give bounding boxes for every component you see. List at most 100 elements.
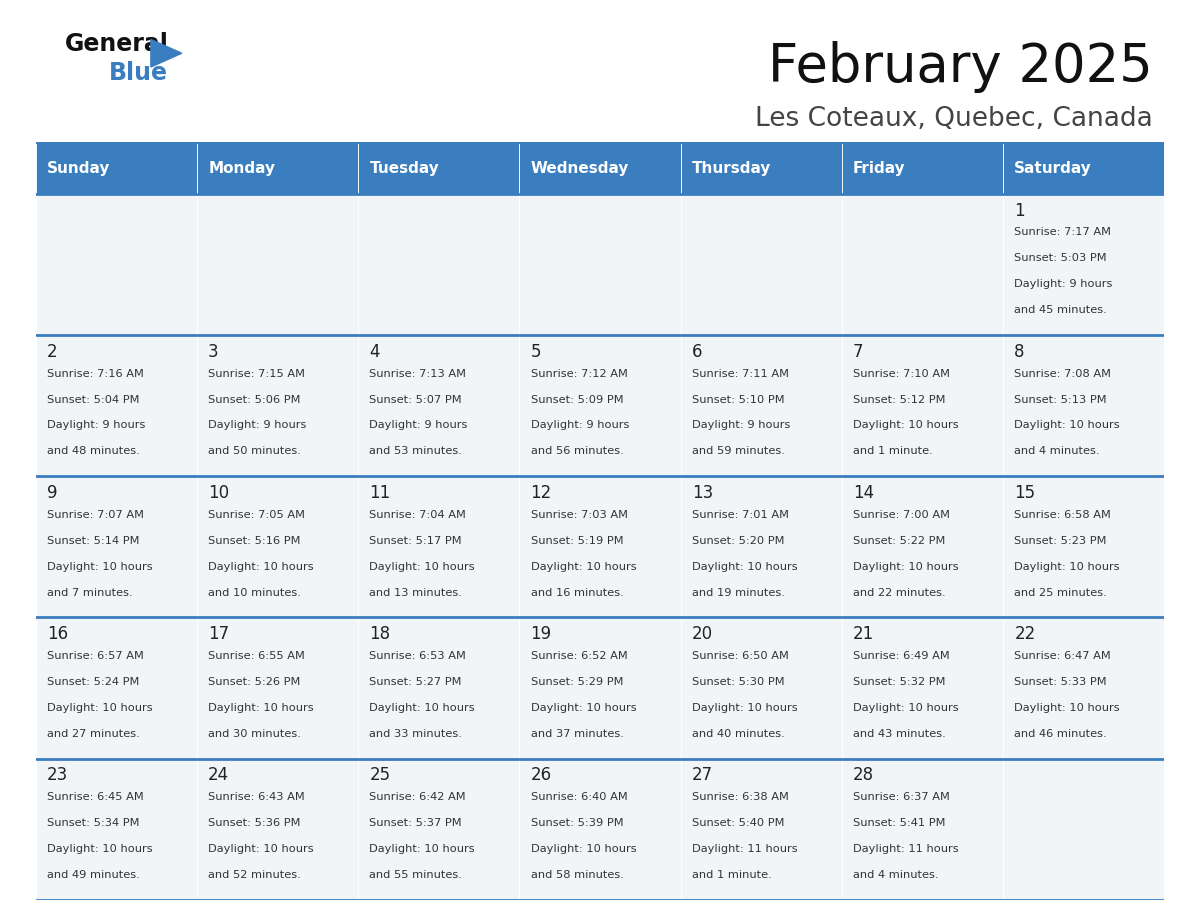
Text: Daylight: 10 hours: Daylight: 10 hours — [1015, 562, 1120, 572]
Text: Daylight: 10 hours: Daylight: 10 hours — [369, 844, 475, 854]
Text: and 55 minutes.: and 55 minutes. — [369, 869, 462, 879]
Bar — [519, 194, 681, 335]
Bar — [36, 194, 197, 335]
Text: Sunrise: 7:00 AM: Sunrise: 7:00 AM — [853, 509, 950, 520]
Text: Daylight: 10 hours: Daylight: 10 hours — [853, 562, 959, 572]
Text: 28: 28 — [853, 766, 874, 784]
Text: Sunset: 5:40 PM: Sunset: 5:40 PM — [691, 818, 784, 828]
Text: 2: 2 — [48, 342, 57, 361]
Text: and 40 minutes.: and 40 minutes. — [691, 729, 784, 739]
Text: and 16 minutes.: and 16 minutes. — [531, 588, 624, 598]
Text: Sunrise: 6:37 AM: Sunrise: 6:37 AM — [853, 792, 950, 802]
Text: Daylight: 9 hours: Daylight: 9 hours — [1015, 279, 1113, 289]
Text: Sunset: 5:07 PM: Sunset: 5:07 PM — [369, 395, 462, 405]
Text: Daylight: 10 hours: Daylight: 10 hours — [691, 562, 797, 572]
Bar — [842, 618, 1003, 758]
Text: Sunset: 5:23 PM: Sunset: 5:23 PM — [1015, 536, 1107, 545]
Text: and 53 minutes.: and 53 minutes. — [369, 446, 462, 456]
Text: and 49 minutes.: and 49 minutes. — [48, 869, 140, 879]
Text: Daylight: 10 hours: Daylight: 10 hours — [208, 844, 314, 854]
Text: Daylight: 10 hours: Daylight: 10 hours — [48, 844, 152, 854]
Text: Sunrise: 6:49 AM: Sunrise: 6:49 AM — [853, 651, 950, 661]
Text: Sunset: 5:19 PM: Sunset: 5:19 PM — [531, 536, 624, 545]
Text: Daylight: 9 hours: Daylight: 9 hours — [531, 420, 628, 431]
Text: Sunset: 5:03 PM: Sunset: 5:03 PM — [1015, 253, 1107, 263]
Text: Sunrise: 7:15 AM: Sunrise: 7:15 AM — [208, 369, 305, 378]
Bar — [519, 142, 681, 194]
Text: Sunset: 5:22 PM: Sunset: 5:22 PM — [853, 536, 946, 545]
Bar — [197, 618, 358, 758]
Text: Sunrise: 7:03 AM: Sunrise: 7:03 AM — [531, 509, 627, 520]
Text: 17: 17 — [208, 625, 229, 643]
Text: and 37 minutes.: and 37 minutes. — [531, 729, 624, 739]
Text: and 59 minutes.: and 59 minutes. — [691, 446, 785, 456]
Text: Saturday: Saturday — [1015, 161, 1092, 175]
Text: Sunrise: 6:40 AM: Sunrise: 6:40 AM — [531, 792, 627, 802]
Text: Sunset: 5:04 PM: Sunset: 5:04 PM — [48, 395, 139, 405]
Text: Sunset: 5:24 PM: Sunset: 5:24 PM — [48, 677, 139, 687]
Text: and 52 minutes.: and 52 minutes. — [208, 869, 301, 879]
Text: Daylight: 11 hours: Daylight: 11 hours — [853, 844, 959, 854]
Text: Daylight: 10 hours: Daylight: 10 hours — [853, 702, 959, 712]
Text: Daylight: 10 hours: Daylight: 10 hours — [369, 562, 475, 572]
Text: 19: 19 — [531, 625, 551, 643]
Text: 3: 3 — [208, 342, 219, 361]
Text: 6: 6 — [691, 342, 702, 361]
Text: Sunset: 5:33 PM: Sunset: 5:33 PM — [1015, 677, 1107, 687]
Text: and 43 minutes.: and 43 minutes. — [853, 729, 946, 739]
Bar — [519, 758, 681, 900]
Text: February 2025: February 2025 — [767, 41, 1152, 94]
Bar — [1003, 758, 1164, 900]
Text: Daylight: 10 hours: Daylight: 10 hours — [369, 702, 475, 712]
Text: and 25 minutes.: and 25 minutes. — [1015, 588, 1107, 598]
Bar — [36, 142, 197, 194]
Text: Daylight: 10 hours: Daylight: 10 hours — [48, 562, 152, 572]
Bar — [358, 194, 519, 335]
Text: Sunrise: 7:17 AM: Sunrise: 7:17 AM — [1015, 228, 1111, 238]
Text: and 45 minutes.: and 45 minutes. — [1015, 306, 1107, 315]
Text: Sunset: 5:36 PM: Sunset: 5:36 PM — [208, 818, 301, 828]
Text: 4: 4 — [369, 342, 380, 361]
Text: 16: 16 — [48, 625, 68, 643]
Text: and 56 minutes.: and 56 minutes. — [531, 446, 624, 456]
Bar — [36, 335, 197, 476]
Text: 25: 25 — [369, 766, 391, 784]
Bar — [842, 758, 1003, 900]
Text: Sunrise: 6:58 AM: Sunrise: 6:58 AM — [1015, 509, 1111, 520]
Bar — [842, 142, 1003, 194]
Text: Sunrise: 6:43 AM: Sunrise: 6:43 AM — [208, 792, 305, 802]
Text: Daylight: 10 hours: Daylight: 10 hours — [1015, 420, 1120, 431]
Bar — [681, 476, 842, 618]
Bar — [197, 758, 358, 900]
Bar — [358, 758, 519, 900]
Bar — [681, 194, 842, 335]
Bar — [358, 142, 519, 194]
Text: Daylight: 10 hours: Daylight: 10 hours — [531, 702, 637, 712]
Text: Daylight: 10 hours: Daylight: 10 hours — [531, 844, 637, 854]
Bar — [681, 758, 842, 900]
Text: and 33 minutes.: and 33 minutes. — [369, 729, 462, 739]
Bar — [842, 335, 1003, 476]
Text: Sunrise: 6:50 AM: Sunrise: 6:50 AM — [691, 651, 789, 661]
Bar — [519, 335, 681, 476]
Text: 23: 23 — [48, 766, 68, 784]
Text: 22: 22 — [1015, 625, 1036, 643]
Text: Daylight: 10 hours: Daylight: 10 hours — [208, 562, 314, 572]
Bar — [681, 142, 842, 194]
Text: 24: 24 — [208, 766, 229, 784]
Text: Sunset: 5:10 PM: Sunset: 5:10 PM — [691, 395, 784, 405]
Text: 8: 8 — [1015, 342, 1025, 361]
Text: 26: 26 — [531, 766, 551, 784]
Text: Sunset: 5:41 PM: Sunset: 5:41 PM — [853, 818, 946, 828]
Text: Sunset: 5:13 PM: Sunset: 5:13 PM — [1015, 395, 1107, 405]
Text: and 10 minutes.: and 10 minutes. — [208, 588, 301, 598]
Text: Daylight: 10 hours: Daylight: 10 hours — [48, 702, 152, 712]
Text: Sunrise: 7:04 AM: Sunrise: 7:04 AM — [369, 509, 466, 520]
Text: 1: 1 — [1015, 202, 1025, 219]
Text: Sunrise: 6:42 AM: Sunrise: 6:42 AM — [369, 792, 466, 802]
Text: Daylight: 9 hours: Daylight: 9 hours — [48, 420, 145, 431]
Text: Sunset: 5:26 PM: Sunset: 5:26 PM — [208, 677, 301, 687]
Bar — [1003, 194, 1164, 335]
Bar — [197, 142, 358, 194]
Text: Sunrise: 7:11 AM: Sunrise: 7:11 AM — [691, 369, 789, 378]
